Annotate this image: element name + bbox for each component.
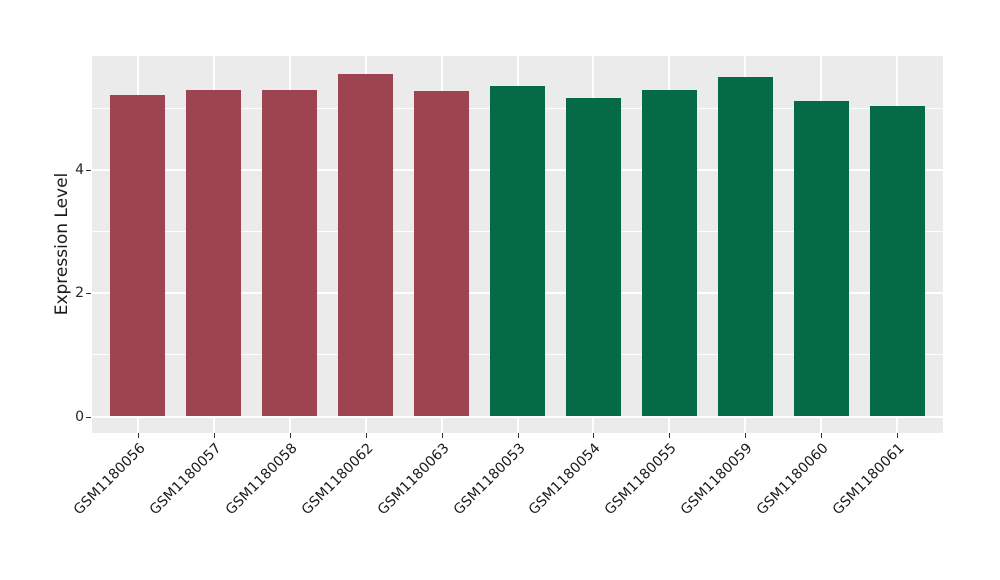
x-tick-mark	[593, 433, 595, 438]
bar-GSM1180058	[262, 89, 318, 417]
x-tick-mark	[821, 433, 823, 438]
major-gridline	[92, 415, 943, 418]
y-tick-mark	[86, 293, 91, 295]
bar-GSM1180059	[717, 76, 773, 417]
x-tick-mark	[745, 433, 747, 438]
bar-GSM1180054	[565, 97, 621, 417]
y-tick-label: 0	[75, 408, 84, 425]
x-tick-mark	[669, 433, 671, 438]
y-tick-label: 2	[75, 285, 84, 302]
x-tick-mark	[517, 433, 519, 438]
y-tick-mark	[86, 416, 91, 418]
y-tick-mark	[86, 169, 91, 171]
bar-GSM1180053	[490, 86, 545, 417]
x-tick-mark	[441, 433, 443, 438]
x-tick-mark	[213, 433, 215, 438]
bar-GSM1180056	[110, 95, 166, 417]
plot-panel	[92, 56, 943, 433]
y-tick-label: 4	[75, 161, 84, 178]
x-tick-mark	[897, 433, 899, 438]
x-tick-mark	[289, 433, 291, 438]
bar-GSM1180062	[338, 74, 394, 417]
bar-GSM1180060	[793, 101, 849, 417]
bar-GSM1180057	[186, 89, 242, 417]
x-tick-mark	[137, 433, 139, 438]
bar-GSM1180063	[414, 90, 470, 417]
bar-GSM1180061	[869, 105, 925, 417]
bar-GSM1180055	[641, 89, 697, 417]
x-tick-mark	[365, 433, 367, 438]
x-tick-label: GSM1180056	[70, 440, 149, 519]
